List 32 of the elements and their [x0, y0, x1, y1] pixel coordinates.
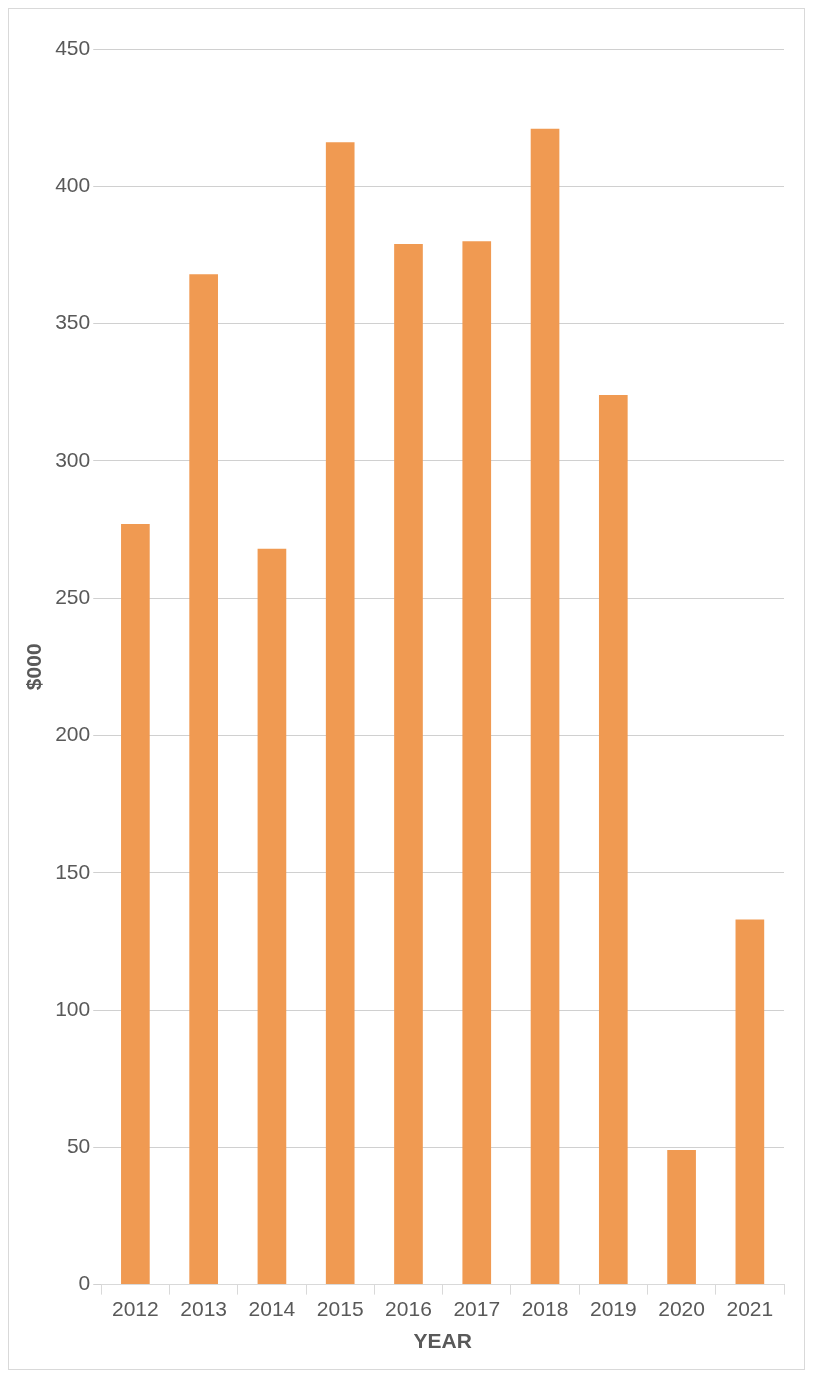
x-tick-label: 2016: [385, 1297, 432, 1320]
x-tick-label: 2021: [726, 1297, 774, 1320]
y-tick-label: 300: [55, 447, 91, 471]
x-tick-label: 2019: [589, 1297, 637, 1320]
x-tick-label: 2017: [453, 1297, 501, 1320]
x-tick-label: 2015: [316, 1297, 364, 1320]
bar: [189, 274, 218, 1285]
x-tick-label: 2013: [180, 1297, 228, 1320]
bar: [598, 394, 628, 1285]
y-axis-title: $000: [22, 643, 46, 691]
bar: [667, 1150, 696, 1285]
y-tick-label: 0: [78, 1271, 91, 1295]
x-tick-label: 2020: [658, 1297, 705, 1320]
y-tick-label: 250: [55, 584, 91, 608]
bar: [257, 548, 287, 1285]
y-tick-label: 150: [55, 859, 91, 883]
y-tick-label: 100: [55, 996, 91, 1020]
bar: [735, 919, 765, 1285]
bar: [462, 241, 492, 1285]
y-tick-label: 450: [55, 35, 91, 59]
x-axis-title: YEAR: [413, 1329, 472, 1353]
x-tick-label: 2014: [248, 1297, 296, 1320]
bar: [530, 128, 560, 1285]
y-tick-label: 200: [55, 722, 91, 746]
y-tick-label: 50: [66, 1134, 91, 1158]
bar: [394, 243, 423, 1285]
y-tick-label: 350: [55, 310, 91, 334]
x-tick-label: 2018: [521, 1297, 569, 1320]
x-tick-label: 2012: [112, 1297, 159, 1320]
bar: [121, 524, 150, 1285]
bar: [325, 142, 355, 1285]
y-tick-label: 400: [55, 173, 91, 197]
